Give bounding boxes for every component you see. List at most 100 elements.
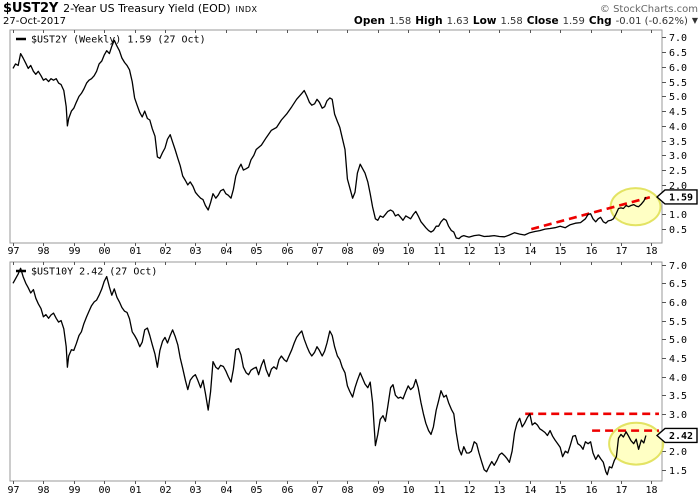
x-axis-label: 02 bbox=[159, 246, 171, 257]
chart-header-quote-row: 27-Oct-2017 Open 1.58 High 1.63 Low 1.58… bbox=[3, 15, 698, 27]
x-axis-label: 04 bbox=[220, 485, 232, 496]
price-tag-ust2y bbox=[655, 189, 698, 205]
close-value: 1.59 bbox=[562, 16, 585, 27]
x-axis-label: 07 bbox=[311, 485, 323, 496]
x-axis-label: 15 bbox=[554, 246, 566, 257]
y-axis-label: 3.5 bbox=[669, 391, 687, 402]
x-axis-label: 08 bbox=[341, 485, 353, 496]
x-axis-label: 11 bbox=[433, 485, 445, 496]
panel-legend-ust10y: $UST10Y 2.42 (27 Oct) bbox=[31, 267, 157, 278]
y-axis-label: 3.5 bbox=[669, 137, 687, 148]
x-axis-label: 04 bbox=[220, 246, 232, 257]
y-axis-label: 4.0 bbox=[669, 122, 687, 133]
y-axis-label: 0.5 bbox=[669, 225, 687, 236]
price-line-ust10y bbox=[12, 267, 647, 476]
x-axis-label: 06 bbox=[281, 246, 293, 257]
high-label: High bbox=[415, 15, 443, 27]
y-axis-label: 5.0 bbox=[669, 92, 687, 103]
y-axis-label: 1.5 bbox=[669, 466, 687, 477]
x-axis-label: 97 bbox=[7, 246, 19, 257]
x-axis-label: 16 bbox=[585, 485, 597, 496]
price-tag-value-ust2y: 1.59 bbox=[669, 192, 693, 203]
y-axis-label: 7.0 bbox=[669, 33, 687, 44]
x-axis-label: 12 bbox=[463, 485, 475, 496]
y-axis-label: 5.5 bbox=[669, 317, 687, 328]
x-axis-label: 16 bbox=[585, 246, 597, 257]
x-axis-label: 98 bbox=[37, 246, 49, 257]
y-axis-label: 6.0 bbox=[669, 63, 687, 74]
x-axis-label: 03 bbox=[189, 485, 201, 496]
x-axis-label: 06 bbox=[281, 485, 293, 496]
x-axis-label: 08 bbox=[341, 246, 353, 257]
security-name: 2-Year US Treasury Yield (EOD) bbox=[63, 2, 231, 15]
x-axis-label: 05 bbox=[250, 246, 262, 257]
ohlc-quote-line: Open 1.58 High 1.63 Low 1.58 Close 1.59 … bbox=[354, 15, 698, 27]
x-axis-label: 17 bbox=[615, 485, 627, 496]
y-axis-label: 4.5 bbox=[669, 354, 687, 365]
price-tag-ust10y bbox=[655, 427, 698, 444]
high-value: 1.63 bbox=[446, 16, 469, 27]
x-axis-label: 03 bbox=[189, 246, 201, 257]
y-axis-label: 2.0 bbox=[669, 181, 687, 192]
x-axis-label: 14 bbox=[524, 485, 536, 496]
y-axis-label: 5.0 bbox=[669, 335, 687, 346]
close-label: Close bbox=[526, 15, 559, 27]
x-axis-label: 01 bbox=[129, 485, 141, 496]
x-axis-label: 09 bbox=[372, 246, 384, 257]
y-axis-label: 2.5 bbox=[669, 166, 687, 177]
x-axis-label: 00 bbox=[98, 485, 110, 496]
x-axis-label: 97 bbox=[7, 485, 19, 496]
y-axis-label: 1.0 bbox=[669, 210, 687, 221]
highlight-ellipse bbox=[609, 187, 662, 227]
chg-label: Chg bbox=[588, 15, 612, 27]
open-value: 1.58 bbox=[388, 16, 412, 27]
x-axis-label: 05 bbox=[250, 485, 262, 496]
price-line-ust2y bbox=[12, 39, 647, 240]
low-value: 1.58 bbox=[500, 16, 523, 27]
copyright-text: © StockCharts.com bbox=[599, 4, 698, 15]
x-axis-label: 18 bbox=[645, 485, 657, 496]
x-axis-label: 10 bbox=[402, 246, 414, 257]
x-axis-label: 99 bbox=[68, 246, 80, 257]
x-axis-label: 00 bbox=[98, 246, 110, 257]
chart-header-title-row: $UST2Y 2-Year US Treasury Yield (EOD) IN… bbox=[3, 1, 698, 16]
y-axis-label: 6.5 bbox=[669, 48, 687, 59]
open-label: Open bbox=[353, 15, 385, 27]
price-tag-value-ust10y: 2.42 bbox=[669, 431, 693, 442]
x-axis-label: 01 bbox=[129, 246, 141, 257]
x-axis-label: 13 bbox=[493, 246, 505, 257]
y-axis-label: 2.0 bbox=[669, 447, 687, 458]
x-axis-label: 02 bbox=[159, 485, 171, 496]
x-axis-label: 98 bbox=[37, 485, 49, 496]
y-axis-label: 6.0 bbox=[669, 298, 687, 309]
y-axis-label: 4.5 bbox=[669, 107, 687, 118]
y-axis-label: 3.0 bbox=[669, 410, 687, 421]
y-axis-label: 5.5 bbox=[669, 78, 687, 89]
trendline-dashed bbox=[530, 196, 651, 231]
exchange-label: INDX bbox=[235, 5, 258, 14]
plot-border-ust10y bbox=[9, 261, 663, 482]
plot-border-ust2y bbox=[9, 29, 663, 244]
x-axis-label: 07 bbox=[311, 246, 323, 257]
y-axis-label: 4.0 bbox=[669, 373, 687, 384]
x-axis-label: 18 bbox=[645, 246, 657, 257]
x-axis-label: 13 bbox=[493, 485, 505, 496]
panel-legend-ust2y: $UST2Y (Weekly) 1.59 (27 Oct) bbox=[31, 35, 206, 46]
x-axis-label: 14 bbox=[524, 246, 536, 257]
x-axis-label: 09 bbox=[372, 485, 384, 496]
x-axis-label: 12 bbox=[463, 246, 475, 257]
low-label: Low bbox=[472, 15, 497, 27]
x-axis-label: 17 bbox=[615, 246, 627, 257]
y-axis-label: 6.5 bbox=[669, 279, 687, 290]
highlight-ellipse bbox=[608, 421, 665, 466]
x-axis-label: 11 bbox=[433, 246, 445, 257]
ticker-symbol: $UST2Y bbox=[3, 1, 59, 16]
y-axis-label: 7.0 bbox=[669, 261, 687, 272]
change-down-triangle-icon: ▼ bbox=[691, 16, 698, 25]
chg-value: -0.01 (-0.62%) bbox=[615, 16, 688, 27]
x-axis-label: 10 bbox=[402, 485, 414, 496]
y-axis-label: 3.0 bbox=[669, 151, 687, 162]
x-axis-label: 15 bbox=[554, 485, 566, 496]
